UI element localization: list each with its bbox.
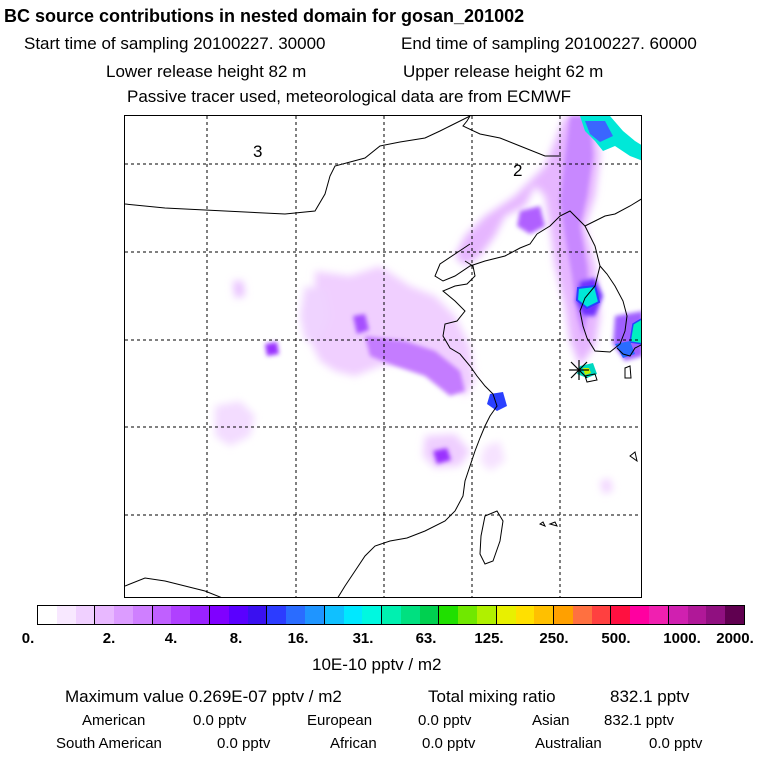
colorbar-segment (630, 606, 649, 624)
colorbar-segment (343, 606, 363, 624)
colorbar-segment (649, 606, 668, 624)
tick-label: 0. (21, 630, 35, 647)
tick-label: 2000. (716, 630, 754, 647)
tick-label: 63. (415, 630, 437, 647)
colorbar-segment (362, 606, 382, 624)
tick-label: 8. (229, 630, 243, 647)
colorbar-segment (706, 606, 726, 624)
tick-label: 2. (102, 630, 116, 647)
australian-value: 0.0 pptv (649, 735, 703, 752)
colorbar-segment (725, 606, 744, 624)
tick-label: 125. (474, 630, 504, 647)
australian-label: Australian (535, 735, 602, 752)
south-american-label: South American (56, 735, 162, 752)
colorbar-segment (515, 606, 535, 624)
colorbar-segment (572, 606, 592, 624)
upper-height-label: Upper release height 62 m (403, 62, 604, 81)
end-time-label: End time of sampling 20100227. 60000 (401, 34, 697, 53)
region-label-3: 3 (253, 142, 262, 161)
lat-lon-grid (125, 116, 641, 597)
concentration-map: 3 2 (124, 115, 642, 598)
coastlines (125, 116, 641, 597)
colorbar-segment (610, 606, 631, 624)
colorbar-segment (687, 606, 707, 624)
european-value: 0.0 pptv (418, 712, 472, 729)
colorbar-segment (75, 606, 95, 624)
colorbar-segment (419, 606, 439, 624)
tick-label: 31. (352, 630, 374, 647)
european-label: European (307, 712, 373, 729)
colorbar-segment (323, 606, 344, 624)
asian-value: 832.1 pptv (604, 712, 675, 729)
colorbar-segment (476, 606, 496, 624)
tick-label: 500. (601, 630, 631, 647)
colorbar-segment (266, 606, 287, 624)
colorbar-segment (132, 606, 152, 624)
african-label: African (330, 735, 377, 752)
colorbar-segment (190, 606, 210, 624)
colorbar-segment (400, 606, 420, 624)
lower-height-label: Lower release height 82 m (106, 62, 307, 81)
colorbar-segment (534, 606, 554, 624)
american-value: 0.0 pptv (193, 712, 247, 729)
receptor-marker (569, 360, 589, 380)
colorbar-segment (228, 606, 248, 624)
plot-title: BC source contributions in nested domain… (4, 6, 525, 26)
tick-label: 16. (287, 630, 309, 647)
tick-label: 250. (539, 630, 569, 647)
colorbar-segment (553, 606, 573, 624)
total-mixing-label: Total mixing ratio (428, 687, 556, 706)
color-scale-bar (37, 605, 745, 625)
tracer-label: Passive tracer used, meteorological data… (127, 87, 572, 106)
colorbar-segment (304, 606, 324, 624)
colorbar-segment (381, 606, 401, 624)
colorbar-segment (438, 606, 459, 624)
colorbar-segment (209, 606, 229, 624)
colorbar-segment (247, 606, 267, 624)
asian-label: Asian (532, 712, 570, 729)
colorbar-segment (591, 606, 611, 624)
colorbar-segment (114, 606, 133, 624)
colorbar-segment (171, 606, 191, 624)
american-label: American (82, 712, 146, 729)
map-canvas: 3 2 (125, 116, 641, 597)
colorbar-segment (495, 606, 516, 624)
plume-hotspots (487, 116, 641, 411)
maximum-value: Maximum value 0.269E-07 pptv / m2 (65, 687, 342, 706)
colorbar-segment (56, 606, 76, 624)
total-mixing-value: 832.1 pptv (610, 687, 690, 706)
colorbar-segment (38, 606, 57, 624)
colorbar-segment (458, 606, 477, 624)
colorbar-segment (94, 606, 115, 624)
region-label-2: 2 (513, 161, 522, 180)
tick-label: 4. (164, 630, 178, 647)
start-time-label: Start time of sampling 20100227. 30000 (24, 34, 326, 53)
south-american-value: 0.0 pptv (217, 735, 271, 752)
colorbar-segment (667, 606, 688, 624)
plume-light (215, 116, 613, 494)
colorbar-segment (151, 606, 172, 624)
tick-label: 1000. (663, 630, 701, 647)
african-value: 0.0 pptv (422, 735, 476, 752)
colorbar-unit: 10E-10 pptv / m2 (312, 655, 442, 674)
colorbar-segment (286, 606, 305, 624)
